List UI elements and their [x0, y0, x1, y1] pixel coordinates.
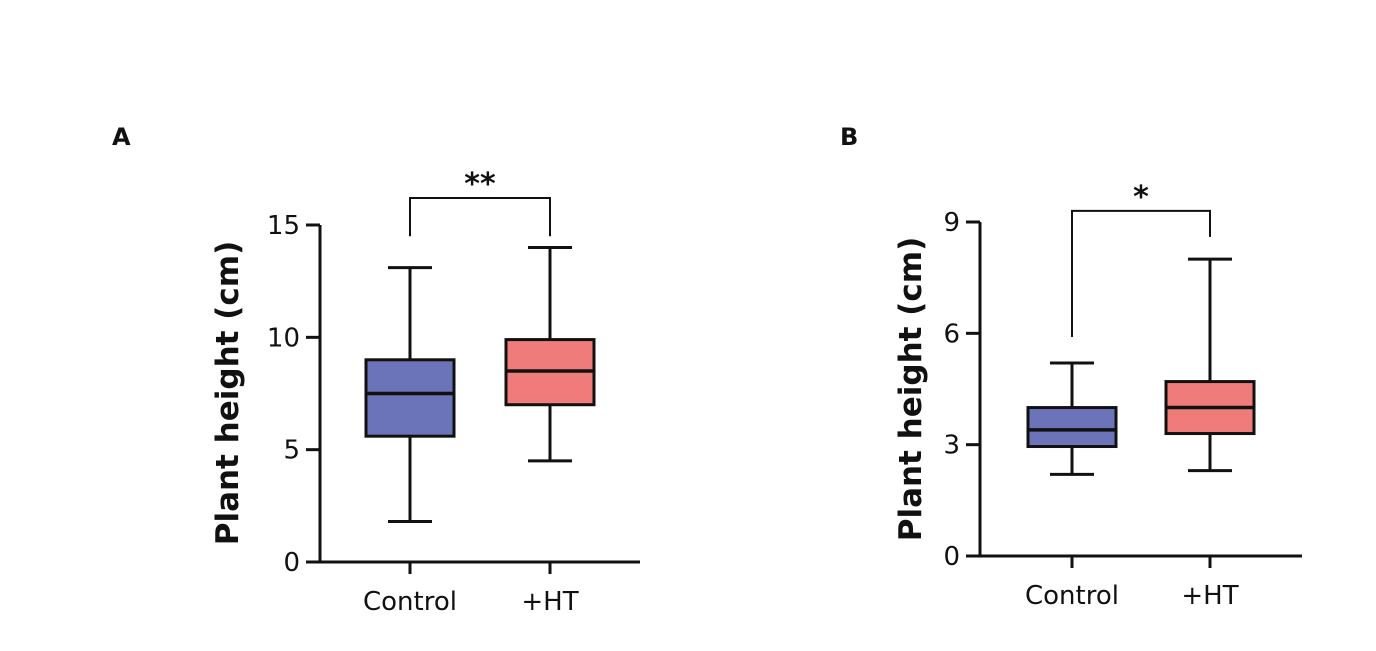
box-ht — [1164, 257, 1256, 473]
significance-bracket — [409, 197, 551, 237]
y-tick-label: 10 — [267, 323, 300, 353]
y-tick-label: 15 — [267, 211, 300, 241]
y-tick-label: 0 — [283, 548, 300, 578]
y-axis-title: Plant height (cm) — [893, 237, 929, 542]
y-tick-label: 0 — [943, 542, 960, 572]
iqr-box — [364, 358, 456, 438]
x-tick-label: +HT — [1181, 581, 1238, 611]
y-tick-label: 6 — [943, 319, 960, 349]
panel-label: B — [840, 123, 858, 151]
y-axis-title: Plant height (cm) — [210, 241, 246, 546]
box-ht — [504, 245, 596, 463]
x-tick-label: Control — [1025, 581, 1119, 611]
significance-label: * — [1133, 180, 1149, 215]
iqr-box — [1026, 406, 1118, 449]
x-tick-label: Control — [363, 587, 457, 617]
y-tick-label: 9 — [943, 208, 960, 238]
panel-a: A Plant height (cm) 0 5 10 15 Control +HT ** — [112, 123, 640, 617]
x-tick-label: +HT — [521, 587, 578, 617]
panel-b: B Plant height (cm) 0 3 6 9 Control +HT * — [840, 123, 1302, 611]
significance-label: ** — [464, 167, 496, 202]
significance-bracket — [1071, 209, 1211, 338]
y-tick-label: 5 — [283, 436, 300, 466]
panel-label: A — [112, 123, 131, 151]
box-control — [364, 266, 456, 524]
box-control — [1026, 361, 1118, 476]
y-tick-label: 3 — [943, 431, 960, 461]
